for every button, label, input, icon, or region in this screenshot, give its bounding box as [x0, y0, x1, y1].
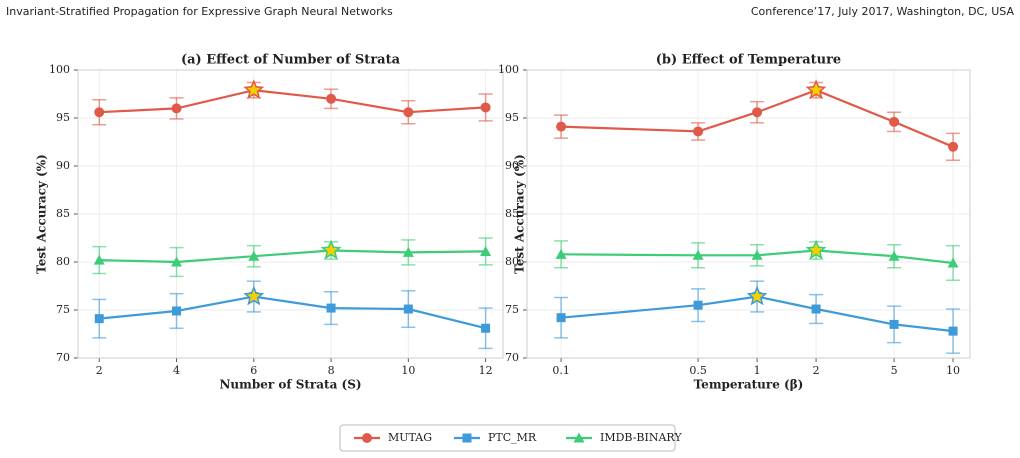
y-tick-label: 90 — [56, 159, 70, 172]
marker-triangle — [751, 249, 763, 260]
best-star — [746, 285, 768, 306]
x-tick-label: 8 — [328, 364, 335, 377]
series-line — [561, 295, 954, 333]
marker-circle — [362, 433, 372, 443]
y-tick-label: 100 — [49, 63, 70, 76]
running-title: Invariant-Stratified Propagation for Exp… — [6, 5, 393, 18]
x-axis-label: Number of Strata (S) — [219, 378, 361, 392]
marker-circle — [752, 107, 763, 118]
series-line — [99, 249, 486, 264]
y-tick-label: 75 — [56, 303, 70, 316]
x-tick-label: 1 — [754, 364, 761, 377]
y-tick-label: 100 — [498, 63, 519, 76]
x-tick-label: 6 — [250, 364, 257, 377]
marker-triangle — [93, 254, 105, 265]
x-tick-label: 0.1 — [552, 364, 570, 377]
y-tick-label: 95 — [56, 111, 70, 124]
marker-triangle — [692, 249, 704, 260]
marker-triangle — [573, 432, 585, 443]
y-tick-label: 75 — [505, 303, 519, 316]
marker-square — [948, 326, 958, 336]
x-tick-label: 0.5 — [689, 364, 707, 377]
marker-triangle — [402, 246, 414, 257]
y-tick-label: 70 — [56, 351, 70, 364]
marker-circle — [403, 107, 414, 118]
marker-triangle — [480, 245, 492, 256]
y-axis-label: Test Accuracy (%) — [35, 154, 49, 274]
legend-label: MUTAG — [388, 431, 432, 444]
marker-circle — [948, 141, 959, 152]
marker-square — [326, 303, 336, 313]
marker-triangle — [248, 250, 260, 261]
marker-square — [811, 304, 821, 314]
series-line — [561, 249, 954, 265]
best-star — [243, 285, 265, 306]
best-star — [320, 239, 342, 260]
marker-circle — [889, 116, 900, 127]
x-tick-label: 10 — [401, 364, 415, 377]
marker-square — [172, 306, 182, 316]
y-tick-label: 85 — [505, 207, 519, 220]
plot-frame — [77, 69, 504, 359]
legend-label: PTC_MR — [488, 431, 537, 444]
chart-title: (a) Effect of Number of Strata — [181, 53, 401, 68]
marker-circle — [480, 102, 491, 113]
y-tick-label: 95 — [505, 111, 519, 124]
marker-triangle — [888, 250, 900, 261]
marker-circle — [556, 121, 567, 132]
x-tick-label: 2 — [813, 364, 820, 377]
marker-triangle — [171, 256, 183, 267]
marker-square — [403, 304, 413, 314]
marker-square — [462, 433, 472, 443]
conference-info: Conference’17, July 2017, Washington, DC… — [751, 5, 1015, 18]
chart-title: (b) Effect of Temperature — [656, 53, 841, 68]
series-line — [99, 89, 486, 114]
marker-triangle — [555, 248, 567, 259]
best-star — [805, 79, 827, 99]
marker-square — [94, 314, 104, 324]
x-tick-label: 10 — [946, 364, 960, 377]
marker-square — [889, 319, 899, 329]
marker-circle — [693, 126, 704, 137]
y-tick-label: 80 — [505, 255, 519, 268]
series-line — [561, 89, 954, 148]
x-tick-label: 4 — [173, 364, 180, 377]
legend-box — [339, 424, 676, 452]
series-line — [99, 295, 486, 330]
x-tick-label: 2 — [96, 364, 103, 377]
marker-circle — [171, 103, 182, 114]
y-tick-label: 90 — [505, 159, 519, 172]
x-tick-label: 5 — [891, 364, 898, 377]
y-tick-label: 85 — [56, 207, 70, 220]
x-axis-label: Temperature (β) — [694, 378, 804, 392]
marker-triangle — [947, 257, 959, 268]
marker-square — [556, 313, 566, 323]
x-tick-label: 12 — [479, 364, 493, 377]
marker-circle — [94, 107, 105, 118]
plot-frame — [526, 69, 971, 359]
marker-square — [693, 300, 703, 310]
best-star — [243, 79, 265, 99]
y-tick-label: 80 — [56, 255, 70, 268]
y-tick-label: 70 — [505, 351, 519, 364]
y-axis-label: Test Accuracy (%) — [513, 154, 527, 274]
legend-label: IMDB-BINARY — [600, 431, 682, 444]
best-star — [805, 239, 827, 260]
marker-circle — [326, 93, 337, 104]
marker-square — [481, 323, 491, 333]
